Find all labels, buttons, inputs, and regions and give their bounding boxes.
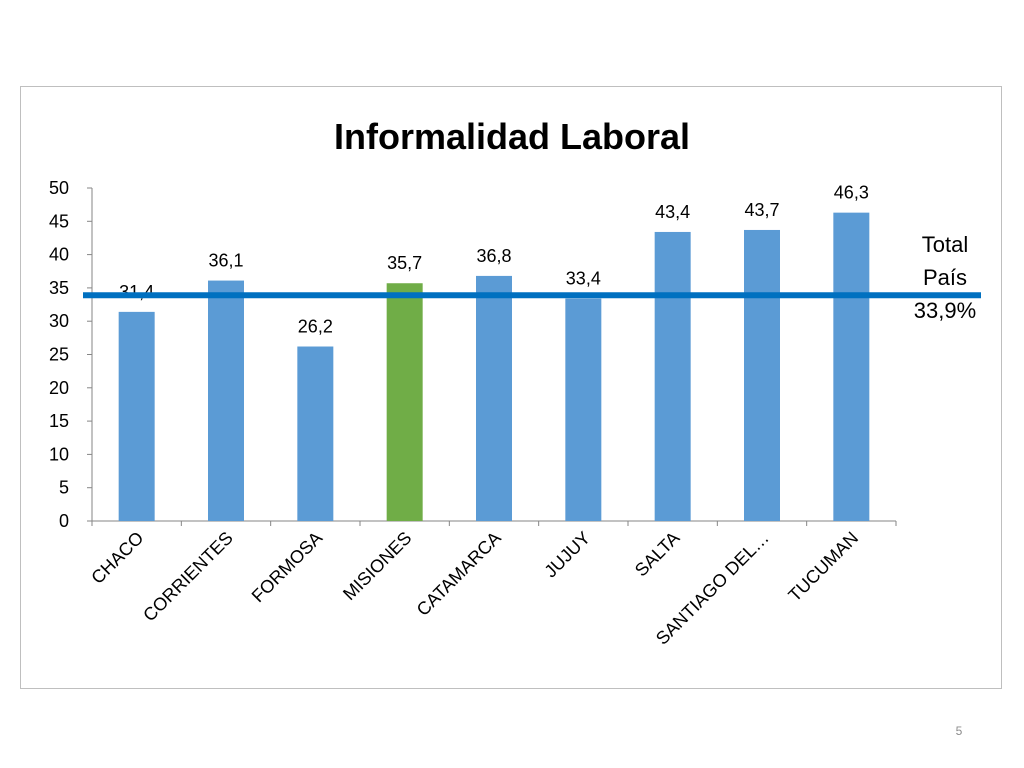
- bar: [476, 275, 512, 521]
- bars: 31,4 36,1 26,2 35,7 36,8 33,4 43,4 43,7 46,3: [118, 183, 870, 521]
- y-tick-label: 40: [49, 245, 69, 265]
- data-label: 43,7: [744, 200, 779, 220]
- reference-line-label: País: [923, 265, 967, 290]
- y-tick-label: 10: [49, 444, 69, 464]
- y-tick-label: 45: [49, 211, 69, 231]
- x-tick-label: TUCUMAN: [784, 528, 862, 606]
- y-tick-label: 20: [49, 378, 69, 398]
- x-tick-label: CATAMARCA: [413, 528, 505, 620]
- y-tick-label: 15: [49, 411, 69, 431]
- data-label: 31,4: [119, 282, 154, 302]
- data-label: 43,4: [655, 202, 690, 222]
- bar: [565, 298, 602, 521]
- y-tick-label: 50: [49, 178, 69, 198]
- data-label: 33,4: [566, 269, 601, 289]
- y-tick-label: 30: [49, 311, 69, 331]
- y-tick-label: 0: [59, 511, 69, 531]
- data-label: 46,3: [834, 183, 869, 203]
- bar: [654, 231, 691, 521]
- bar: [118, 311, 155, 521]
- x-tick-label: CHACO: [87, 528, 147, 588]
- data-label: 36,1: [208, 251, 243, 271]
- x-tick-label: FORMOSA: [248, 528, 326, 606]
- x-tick-label: CORRIENTES: [139, 528, 237, 626]
- reference-line-group: Total País 33,9%: [83, 232, 981, 323]
- data-label: 26,2: [298, 317, 333, 337]
- y-tick-label: 35: [49, 278, 69, 298]
- y-tick-label: 5: [59, 478, 69, 498]
- bar: [297, 346, 334, 521]
- x-tick-label: JUJUY: [540, 528, 594, 582]
- chart-title: Informalidad Laboral: [334, 116, 690, 157]
- x-tick-label: SALTA: [631, 528, 684, 581]
- data-label: 36,8: [476, 246, 511, 266]
- y-tick-label: 25: [49, 345, 69, 365]
- bar: [386, 283, 423, 521]
- reference-line-label: Total: [922, 232, 968, 257]
- bar: [208, 280, 244, 521]
- reference-line-label: 33,9%: [914, 298, 976, 323]
- slide-number: 5: [955, 724, 963, 738]
- x-tick-label: MISIONES: [339, 528, 415, 604]
- bar-chart: Informalidad Laboral 0 5 10 15 20 25 30 35 40 45 5…: [49, 116, 981, 649]
- bar: [833, 212, 870, 521]
- bar: [744, 229, 780, 521]
- data-label: 35,7: [387, 253, 422, 273]
- chart-frame: Informalidad Laboral 0 5 10 15 20 25 30 35 40 45 5…: [20, 86, 1002, 689]
